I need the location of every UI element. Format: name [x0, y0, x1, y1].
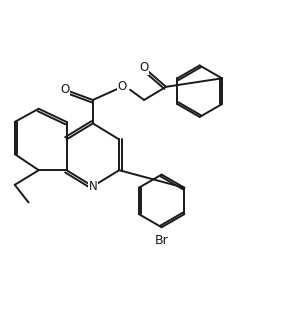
Text: O: O [139, 61, 149, 74]
Text: O: O [61, 83, 70, 96]
Text: O: O [118, 80, 127, 93]
Text: Br: Br [155, 234, 168, 247]
Text: N: N [88, 180, 97, 193]
